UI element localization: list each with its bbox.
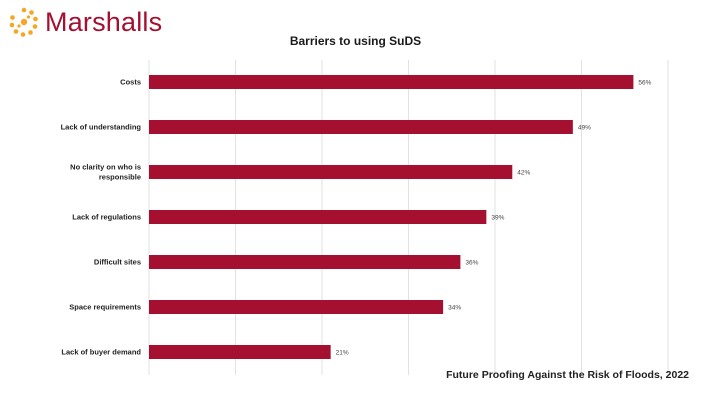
logo-text: Marshalls bbox=[45, 6, 163, 37]
value-label: 21% bbox=[336, 350, 349, 357]
category-label: Lack of buyer demand bbox=[61, 348, 141, 357]
category-label: Lack of regulations bbox=[72, 213, 141, 222]
value-label: 49% bbox=[578, 125, 591, 132]
category-label: Costs bbox=[120, 78, 141, 87]
logo: Marshalls bbox=[8, 6, 162, 38]
category-label: No clarity on who is responsible bbox=[70, 163, 141, 182]
category-label: Space requirements bbox=[69, 303, 141, 312]
bar bbox=[149, 300, 444, 314]
value-label: 34% bbox=[448, 305, 461, 312]
bar bbox=[149, 120, 573, 134]
value-label: 36% bbox=[465, 260, 478, 267]
bar bbox=[149, 165, 513, 179]
bar bbox=[149, 255, 461, 269]
bar bbox=[149, 75, 634, 89]
chart-title: Barriers to using SuDS bbox=[289, 34, 422, 48]
bar bbox=[149, 345, 331, 359]
bar bbox=[149, 210, 487, 224]
category-label: Difficult sites bbox=[94, 258, 141, 267]
category-label: Lack of understanding bbox=[61, 123, 142, 132]
value-label: 56% bbox=[638, 80, 651, 87]
sun-dots-icon bbox=[9, 7, 38, 37]
source-citation: Future Proofing Against the Risk of Floo… bbox=[446, 369, 689, 381]
value-label: 39% bbox=[491, 215, 504, 222]
value-label: 42% bbox=[517, 170, 530, 177]
